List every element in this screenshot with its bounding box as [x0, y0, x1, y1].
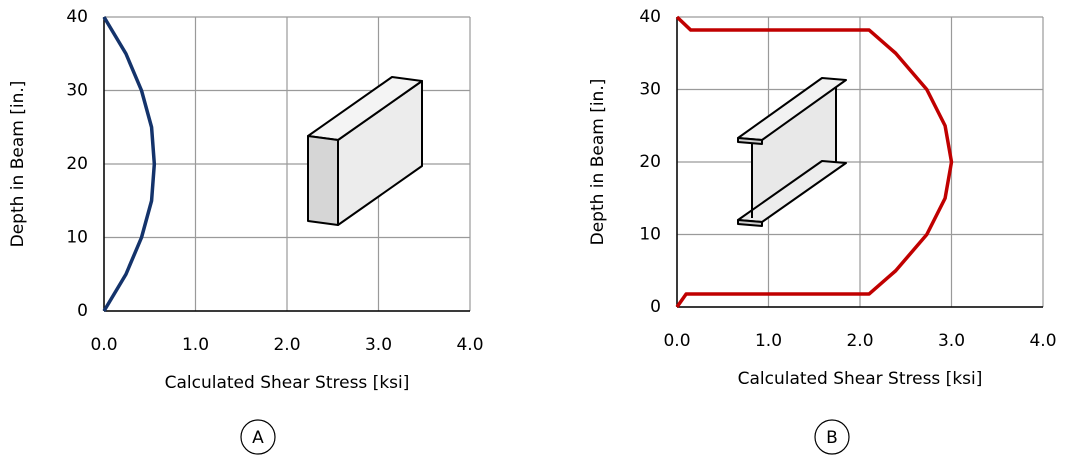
y-tick-label: 20 — [66, 154, 88, 174]
y-tick-label: 30 — [66, 81, 88, 101]
x-tick-label: 2.0 — [846, 331, 873, 351]
x-tick-label: 4.0 — [456, 335, 483, 355]
chart: 0.0 1.0 2.0 3.0 4.0 0 10 20 30 40 Calculated Shear… — [588, 7, 1057, 455]
y-tick-label: 10 — [639, 225, 661, 245]
y-tick-label: 20 — [639, 152, 661, 172]
y-tick-label: 0 — [77, 301, 88, 321]
y-axis-title: Depth in Beam [in.] — [588, 79, 608, 246]
y-tick-label: 10 — [66, 228, 88, 248]
y-tick-label: 40 — [66, 7, 88, 27]
x-tick-label: 2.0 — [273, 335, 300, 355]
chart: 0.0 1.0 2.0 3.0 4.0 0 10 20 30 40 Calculated Shear… — [8, 7, 484, 455]
panel-label: A — [252, 428, 264, 448]
x-axis-title: Calculated Shear Stress [ksi] — [738, 369, 983, 389]
y-tick-label: 0 — [650, 297, 661, 317]
i-beam-icon — [737, 77, 847, 227]
x-tick-label: 0.0 — [663, 331, 690, 351]
data-line — [102, 16, 157, 312]
panel-badge — [240, 419, 276, 455]
x-tick-label: 3.0 — [938, 331, 965, 351]
data-line — [675, 15, 954, 309]
y-axis-title: Depth in Beam [in.] — [8, 81, 28, 248]
y-tick-label: 30 — [639, 80, 661, 100]
x-axis-title: Calculated Shear Stress [ksi] — [165, 373, 410, 393]
panel-badge — [814, 419, 850, 455]
x-tick-label: 0.0 — [90, 335, 117, 355]
panel-label: B — [826, 428, 838, 448]
x-tick-label: 1.0 — [755, 331, 782, 351]
x-tick-label: 4.0 — [1029, 331, 1056, 351]
x-tick-label: 1.0 — [182, 335, 209, 355]
rectangular-beam-icon — [307, 76, 423, 226]
x-tick-label: 3.0 — [365, 335, 392, 355]
y-tick-label: 40 — [639, 7, 661, 27]
